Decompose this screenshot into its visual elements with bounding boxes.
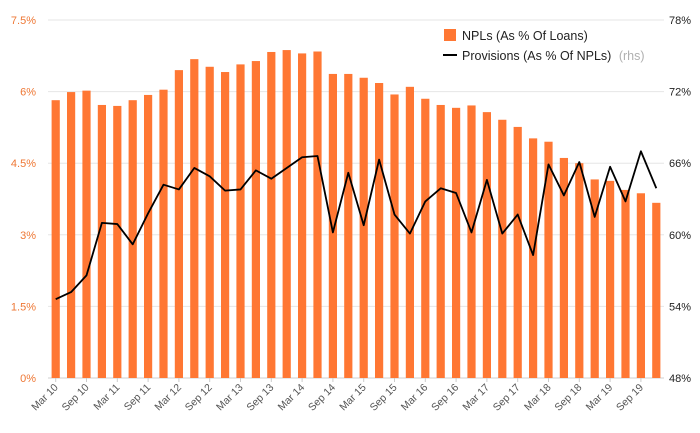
npl-bar <box>82 90 91 379</box>
npl-bar <box>313 51 322 379</box>
y-left-tick-label: 0% <box>20 373 36 385</box>
x-tick-label: Sep 10 <box>60 382 92 414</box>
npl-bar <box>344 73 353 379</box>
y-left-tick-label: 1.5% <box>11 301 36 313</box>
provisions-line-path <box>55 150 658 301</box>
legend-label-provisions-suffix: (rhs) <box>619 49 645 63</box>
npl-bar <box>128 100 137 378</box>
y-right-tick-label: 66% <box>669 158 691 170</box>
provisions-line <box>55 150 658 301</box>
npl-bar <box>575 163 584 378</box>
npl-bar <box>375 83 384 379</box>
npl-bar <box>544 141 553 378</box>
legend-label-npl: NPLs (As % Of Loans) <box>462 29 588 43</box>
npl-bar <box>144 94 153 378</box>
npl-bar <box>251 61 260 379</box>
npl-bar <box>205 66 214 379</box>
y-axis-left: 0% 1.5% 3% 4.5% 6% 7.5% <box>11 15 36 385</box>
npl-bar <box>390 94 399 379</box>
npl-bar <box>298 53 307 379</box>
y-left-tick-label: 7.5% <box>11 15 36 27</box>
legend-swatch-npl <box>444 29 456 41</box>
npl-bar <box>606 180 615 378</box>
npl-bar <box>159 89 168 378</box>
y-left-tick-label: 6% <box>20 87 36 99</box>
x-tick-label: Mar 14 <box>276 382 308 414</box>
npl-bar <box>559 157 568 378</box>
npl-bar <box>498 119 507 378</box>
x-tick-label: Sep 13 <box>244 382 276 414</box>
x-tick-label: Sep 15 <box>368 382 400 414</box>
x-tick-label: Mar 12 <box>152 382 184 414</box>
x-tick-label: Mar 19 <box>584 382 616 414</box>
legend-label-provisions: Provisions (As % Of NPLs) (rhs) <box>462 49 645 63</box>
y-right-tick-label: 78% <box>669 15 691 27</box>
npl-bar <box>621 189 630 378</box>
x-tick-label: Mar 15 <box>337 382 369 414</box>
npl-bar <box>529 138 538 378</box>
npl-bar <box>282 50 291 379</box>
npl-bar <box>513 126 522 378</box>
npl-bar <box>97 104 106 378</box>
y-right-tick-label: 72% <box>669 87 691 99</box>
npl-bar <box>436 104 445 378</box>
y-axis-right: 48% 54% 60% 66% 72% 78% <box>669 15 691 385</box>
x-tick-label: Sep 12 <box>183 382 215 414</box>
npl-bar <box>190 59 199 379</box>
npl-bar <box>452 107 461 378</box>
npl-bar <box>51 100 60 378</box>
npl-bar <box>421 98 430 378</box>
x-tick-label: Sep 11 <box>122 382 154 414</box>
npl-bar <box>636 193 645 378</box>
x-tick-label: Mar 13 <box>214 382 246 414</box>
y-left-tick-label: 3% <box>20 230 36 242</box>
npl-bar <box>236 64 245 378</box>
npl-bars <box>51 50 661 379</box>
y-right-tick-label: 48% <box>669 373 691 385</box>
x-tick-label: Mar 18 <box>522 382 554 414</box>
npl-bar <box>267 51 276 379</box>
npl-bar <box>652 202 661 378</box>
x-tick-label: Sep 17 <box>491 382 523 414</box>
legend: NPLs (As % Of Loans) Provisions (As % Of… <box>443 29 645 63</box>
npl-bar <box>328 73 337 379</box>
y-left-tick-label: 4.5% <box>11 158 36 170</box>
x-tick-label: Mar 11 <box>91 382 122 413</box>
legend-label-provisions-main: Provisions (As % Of NPLs) <box>462 49 611 63</box>
x-tick-label: Sep 16 <box>429 382 461 414</box>
x-tick-label: Mar 10 <box>29 382 61 414</box>
npl-bar <box>590 179 599 378</box>
npl-bar <box>113 105 122 379</box>
y-right-tick-label: 60% <box>669 230 691 242</box>
y-right-tick-label: 54% <box>669 301 691 313</box>
x-tick-label: Mar 16 <box>399 382 431 414</box>
npl-bar <box>482 112 491 378</box>
x-tick-label: Mar 17 <box>460 382 492 414</box>
npl-bar <box>359 77 368 379</box>
npl-bar <box>221 72 230 379</box>
x-tick-label: Sep 18 <box>552 382 584 414</box>
npl-bar <box>67 92 76 378</box>
x-tick-label: Sep 19 <box>614 382 646 414</box>
x-tick-label: Sep 14 <box>306 382 338 414</box>
npl-bar <box>174 70 183 379</box>
npl-bar <box>467 105 476 379</box>
